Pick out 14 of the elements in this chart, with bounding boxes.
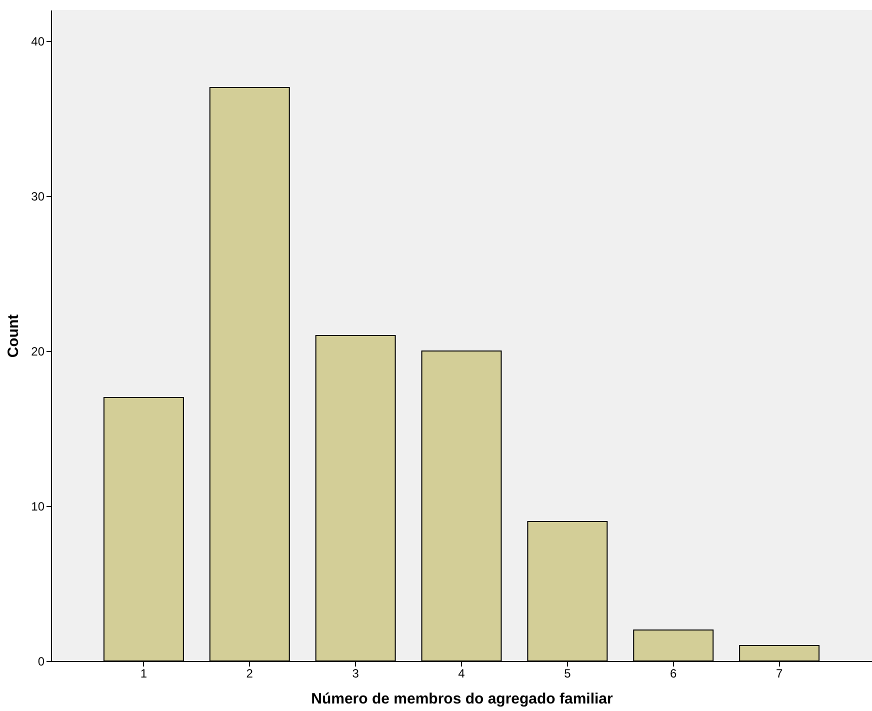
y-tick-label: 30	[31, 190, 45, 204]
x-tick-label: 2	[246, 666, 254, 680]
y-tick-label: 40	[31, 34, 45, 48]
x-tick-label: 1	[140, 666, 148, 680]
x-tick-label: 4	[458, 666, 466, 680]
x-tick-label: 7	[776, 666, 783, 680]
y-axis-title: Count	[5, 314, 22, 358]
y-tick-label: 20	[31, 344, 45, 358]
x-axis-title: Número de membros do agregado familiar	[311, 690, 614, 708]
y-tick-label: 0	[38, 654, 45, 668]
y-tick-label: 10	[31, 500, 45, 514]
x-tick-label: 6	[670, 666, 678, 680]
x-tick-label: 5	[564, 666, 572, 680]
x-tick-label: 3	[352, 666, 360, 680]
